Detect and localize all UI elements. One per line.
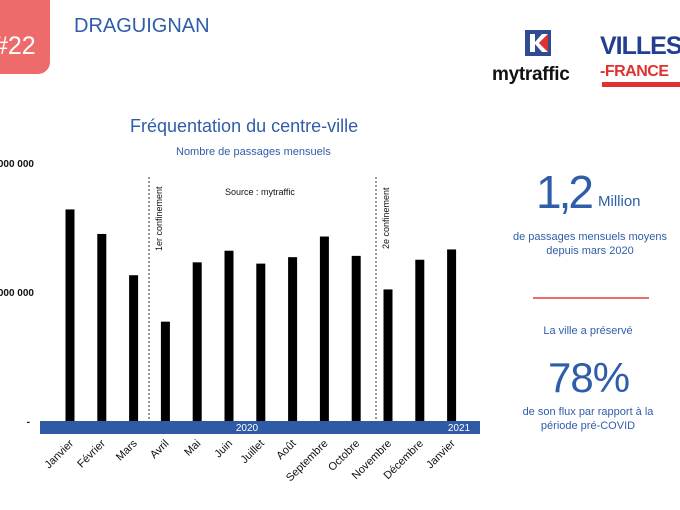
france-logo-text: -FRANCE bbox=[600, 63, 669, 80]
bar bbox=[447, 249, 457, 421]
x-tick-label: Juin bbox=[212, 438, 235, 461]
page-number: #22 bbox=[0, 32, 36, 60]
x-axis-band bbox=[40, 421, 480, 434]
x-tick-label: Mars bbox=[114, 437, 140, 463]
bar bbox=[415, 259, 425, 421]
x-tick-label: Juillet bbox=[239, 438, 267, 466]
x-tick-label: Février bbox=[75, 437, 108, 470]
y-tick-label: - bbox=[27, 417, 30, 428]
bar bbox=[192, 262, 202, 421]
villes-logo-strip bbox=[602, 82, 680, 87]
y-tick-label: 2 000 000 bbox=[0, 159, 34, 170]
mytraffic-logo: mytraffic bbox=[492, 30, 588, 88]
bar bbox=[383, 289, 393, 421]
year-label: 2020 bbox=[236, 423, 259, 434]
bar bbox=[224, 250, 234, 421]
mytraffic-logo-text: mytraffic bbox=[492, 64, 570, 85]
bar bbox=[160, 321, 170, 421]
x-tick-label: Janvier bbox=[424, 437, 458, 471]
bar bbox=[351, 255, 361, 421]
bar bbox=[129, 275, 139, 421]
kpi-preserved-description: de son flux par rapport à la période pré… bbox=[522, 406, 654, 432]
x-tick-label: Janvier bbox=[43, 437, 77, 471]
kpi-monthly-average-value: 1,2 bbox=[536, 166, 594, 218]
page-number-badge: #22 bbox=[0, 0, 50, 74]
kpi-preserved-intro: La ville a préservé bbox=[543, 325, 633, 337]
bar bbox=[256, 263, 266, 421]
year-label: 2021 bbox=[448, 423, 471, 434]
bar bbox=[65, 209, 75, 421]
chart-subtitle: Nombre de passages mensuels bbox=[176, 146, 331, 158]
event-label: 2e confinement bbox=[381, 187, 391, 249]
kpi-monthly-average-description: de passages mensuels moyens depuis mars … bbox=[512, 231, 668, 257]
bar bbox=[97, 233, 107, 421]
x-tick-label: Août bbox=[274, 438, 298, 462]
villes-de-france-logo: VILLES -FRANCE bbox=[600, 32, 680, 88]
kpi-monthly-average-unit: Million bbox=[598, 193, 641, 210]
kpi-preserved-value: 78% bbox=[548, 354, 630, 401]
x-tick-label: Mai bbox=[182, 438, 203, 459]
mytraffic-logo-mark bbox=[525, 30, 551, 56]
chart-title: Fréquentation du centre-ville bbox=[130, 116, 359, 136]
kpi-separator bbox=[533, 297, 649, 299]
bar bbox=[319, 236, 329, 421]
y-tick-label: 1 000 000 bbox=[0, 288, 34, 299]
chart-source: Source : mytraffic bbox=[225, 187, 295, 197]
city-title: DRAGUIGNAN bbox=[74, 15, 210, 37]
event-label: 1er confinement bbox=[154, 186, 164, 251]
x-tick-label: Avril bbox=[148, 438, 171, 461]
bar bbox=[288, 257, 298, 421]
villes-logo-text: VILLES bbox=[600, 32, 680, 60]
